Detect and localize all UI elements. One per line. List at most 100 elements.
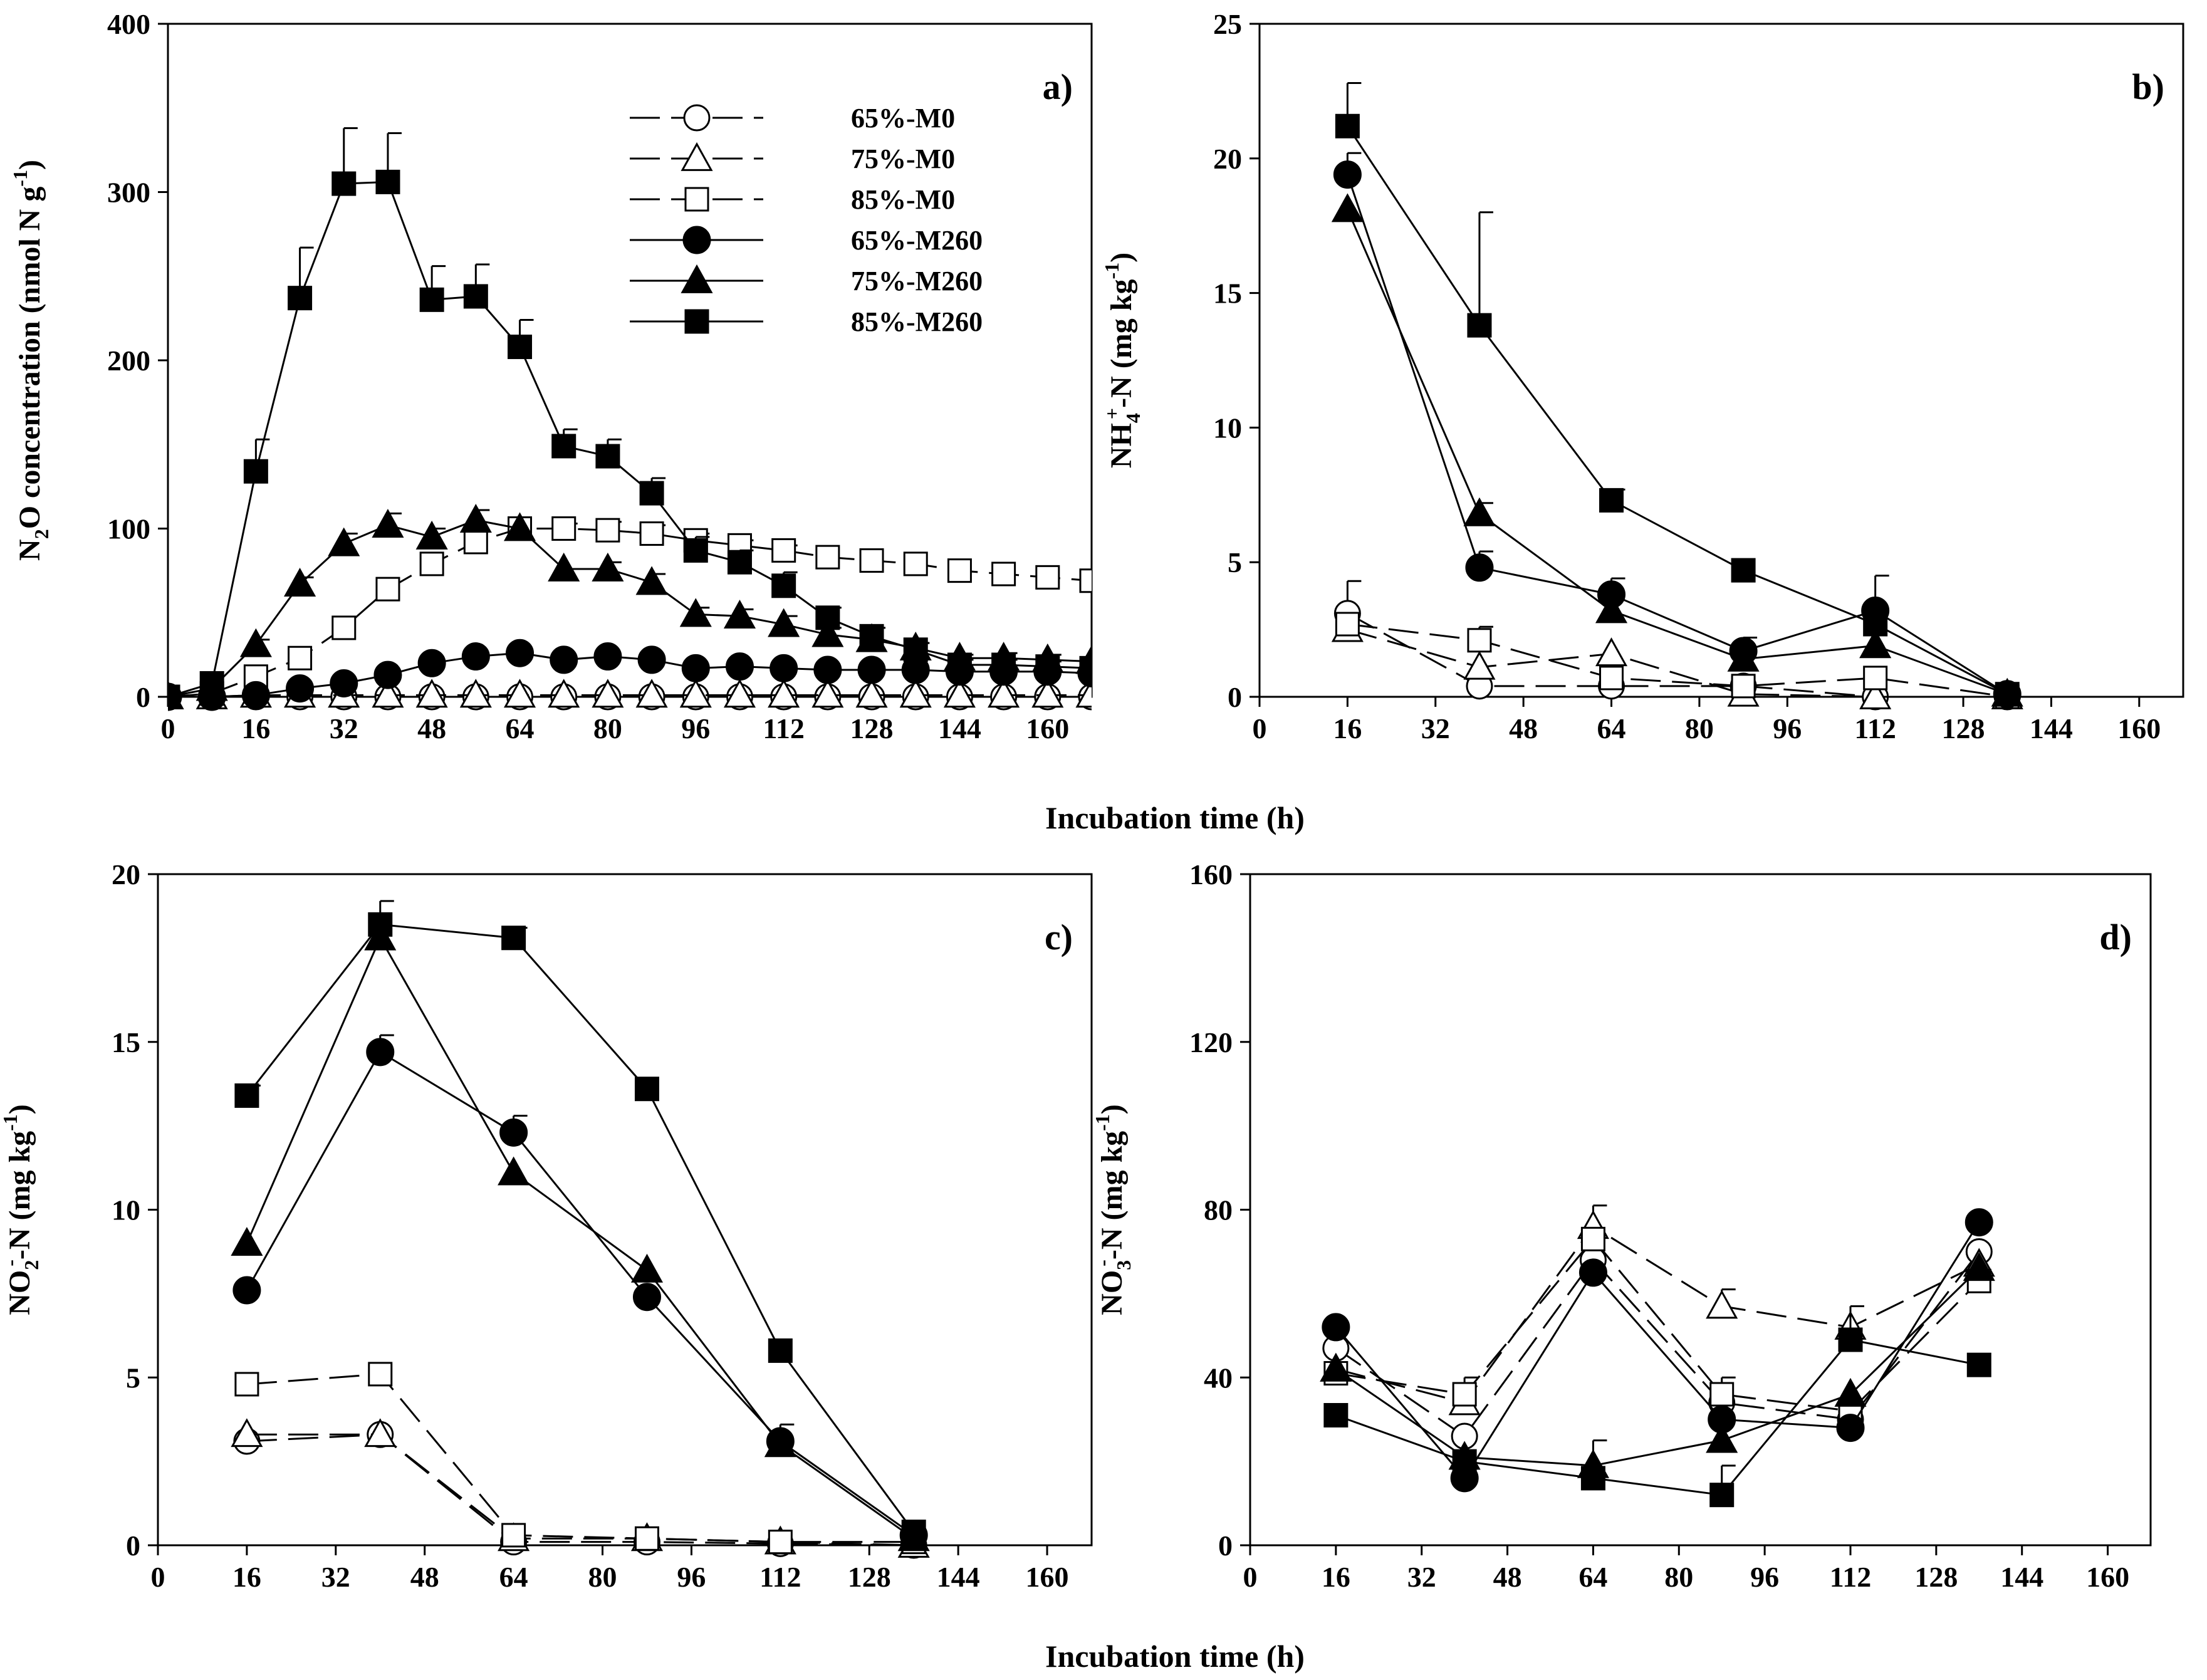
- y-axis-label: NO3--N (mg kg-1): [1091, 1104, 1135, 1315]
- data-point: [947, 558, 972, 583]
- data-point: [1323, 1402, 1349, 1427]
- x-axis-label-bottom: Incubation time (h): [1045, 1639, 1305, 1674]
- data-point: [1964, 1208, 1993, 1237]
- x-tick-label: 16: [1333, 712, 1362, 744]
- series-line-85%-M0: [1335, 1238, 1980, 1412]
- data-point: [634, 1526, 659, 1551]
- data-point: [241, 681, 270, 709]
- data-point: [419, 551, 444, 577]
- data-point: [375, 169, 400, 194]
- x-tick-label: 48: [410, 1561, 439, 1593]
- data-point: [857, 655, 886, 684]
- data-point: [330, 669, 358, 698]
- series-85%-M260: [234, 900, 926, 1545]
- data-point: [506, 639, 535, 667]
- data-point: [1863, 665, 1888, 691]
- data-point: [903, 551, 928, 577]
- y-tick-label: 200: [107, 345, 150, 377]
- data-point: [419, 287, 444, 312]
- data-point: [725, 652, 754, 681]
- legend-label: 75%-M260: [851, 266, 983, 296]
- series-85%-M0: [234, 1362, 926, 1555]
- data-point: [1595, 637, 1628, 667]
- x-tick-label: 96: [677, 1561, 706, 1593]
- data-point: [288, 286, 313, 311]
- series-line-65%-M0: [1347, 612, 2008, 698]
- data-point: [1834, 1377, 1867, 1407]
- data-point: [595, 518, 620, 543]
- data-point: [595, 444, 620, 469]
- panel-label-d: d): [2099, 917, 2132, 957]
- y-tick-label: 80: [1204, 1194, 1233, 1226]
- x-tick-label: 160: [1026, 712, 1069, 744]
- x-tick-label: 48: [417, 712, 446, 744]
- panel-frame-c: [157, 873, 1093, 1547]
- data-point: [679, 679, 712, 708]
- x-tick-label: 80: [1664, 1561, 1693, 1593]
- legend: 65%-M0 75%-M0 85%-M0 65%-M260 75%-M260 85%-M2…: [630, 103, 983, 337]
- series-65%-M260: [168, 639, 1092, 711]
- data-point: [634, 1077, 659, 1102]
- data-point: [1731, 558, 1756, 583]
- data-point: [681, 654, 710, 682]
- x-tick-label: 128: [848, 1561, 891, 1593]
- data-point: [1727, 642, 1760, 672]
- data-point: [508, 335, 533, 360]
- y-tick-label: 120: [1189, 1026, 1233, 1058]
- legend-label: 85%-M260: [851, 306, 983, 337]
- data-point: [991, 561, 1016, 587]
- series-line-65%-M260: [1346, 174, 2008, 695]
- data-point: [1838, 1327, 1863, 1352]
- data-point: [459, 503, 492, 533]
- data-point: [815, 545, 840, 570]
- series-line-75%-M0: [168, 694, 1092, 698]
- data-point: [639, 521, 664, 546]
- x-tick-label: 32: [330, 712, 358, 744]
- data-point: [1335, 612, 1360, 637]
- x-tick-label: 0: [151, 1561, 165, 1593]
- data-point: [1709, 1483, 1735, 1508]
- series-line-75%-M0: [1335, 1225, 1980, 1404]
- y-axis-label: N2O concentration (nmol N g-1): [9, 160, 53, 561]
- data-point: [375, 577, 400, 602]
- data-point: [1333, 160, 1362, 189]
- x-tick-label: 0: [161, 712, 175, 744]
- data-point: [551, 434, 577, 459]
- series-line-75%-M260: [1347, 209, 2008, 696]
- x-tick-label: 112: [763, 712, 804, 744]
- x-tick-label: 112: [759, 1561, 801, 1593]
- series-65%-M260: [1322, 1208, 1993, 1493]
- series-line-85%-M260: [246, 923, 915, 1533]
- series-line-65%-M260: [1335, 1221, 1980, 1480]
- data-point: [331, 615, 357, 640]
- data-point: [1463, 650, 1496, 680]
- y-tick-label: 300: [107, 177, 150, 209]
- data-point: [1031, 679, 1064, 708]
- x-tick-label: 64: [499, 1561, 528, 1593]
- plot-area-d: [1320, 1204, 1995, 1508]
- data-point: [234, 1372, 259, 1397]
- x-tick-label: 48: [1493, 1561, 1522, 1593]
- data-point: [815, 605, 840, 630]
- panel-label-a: a): [1043, 66, 1073, 107]
- data-point: [1035, 654, 1060, 679]
- x-tick-label: 16: [1322, 1561, 1350, 1593]
- data-point: [1079, 655, 1092, 681]
- data-point: [991, 652, 1016, 677]
- x-tick-label: 80: [593, 712, 622, 744]
- data-point: [1079, 568, 1092, 593]
- x-tick-label: 32: [321, 1561, 350, 1593]
- data-point: [548, 552, 580, 582]
- x-tick-label: 160: [1026, 1561, 1069, 1593]
- data-point: [503, 512, 536, 541]
- x-tick-label: 0: [1243, 1561, 1258, 1593]
- data-point: [463, 284, 488, 309]
- data-point: [461, 642, 490, 671]
- y-axis-label: NH4+-N (mg kg-1): [1100, 253, 1144, 468]
- data-point: [679, 598, 712, 627]
- data-point: [592, 679, 624, 708]
- data-point: [723, 679, 756, 708]
- panel-frame-b: [1258, 23, 2184, 698]
- data-point: [859, 623, 884, 649]
- data-point: [328, 527, 360, 556]
